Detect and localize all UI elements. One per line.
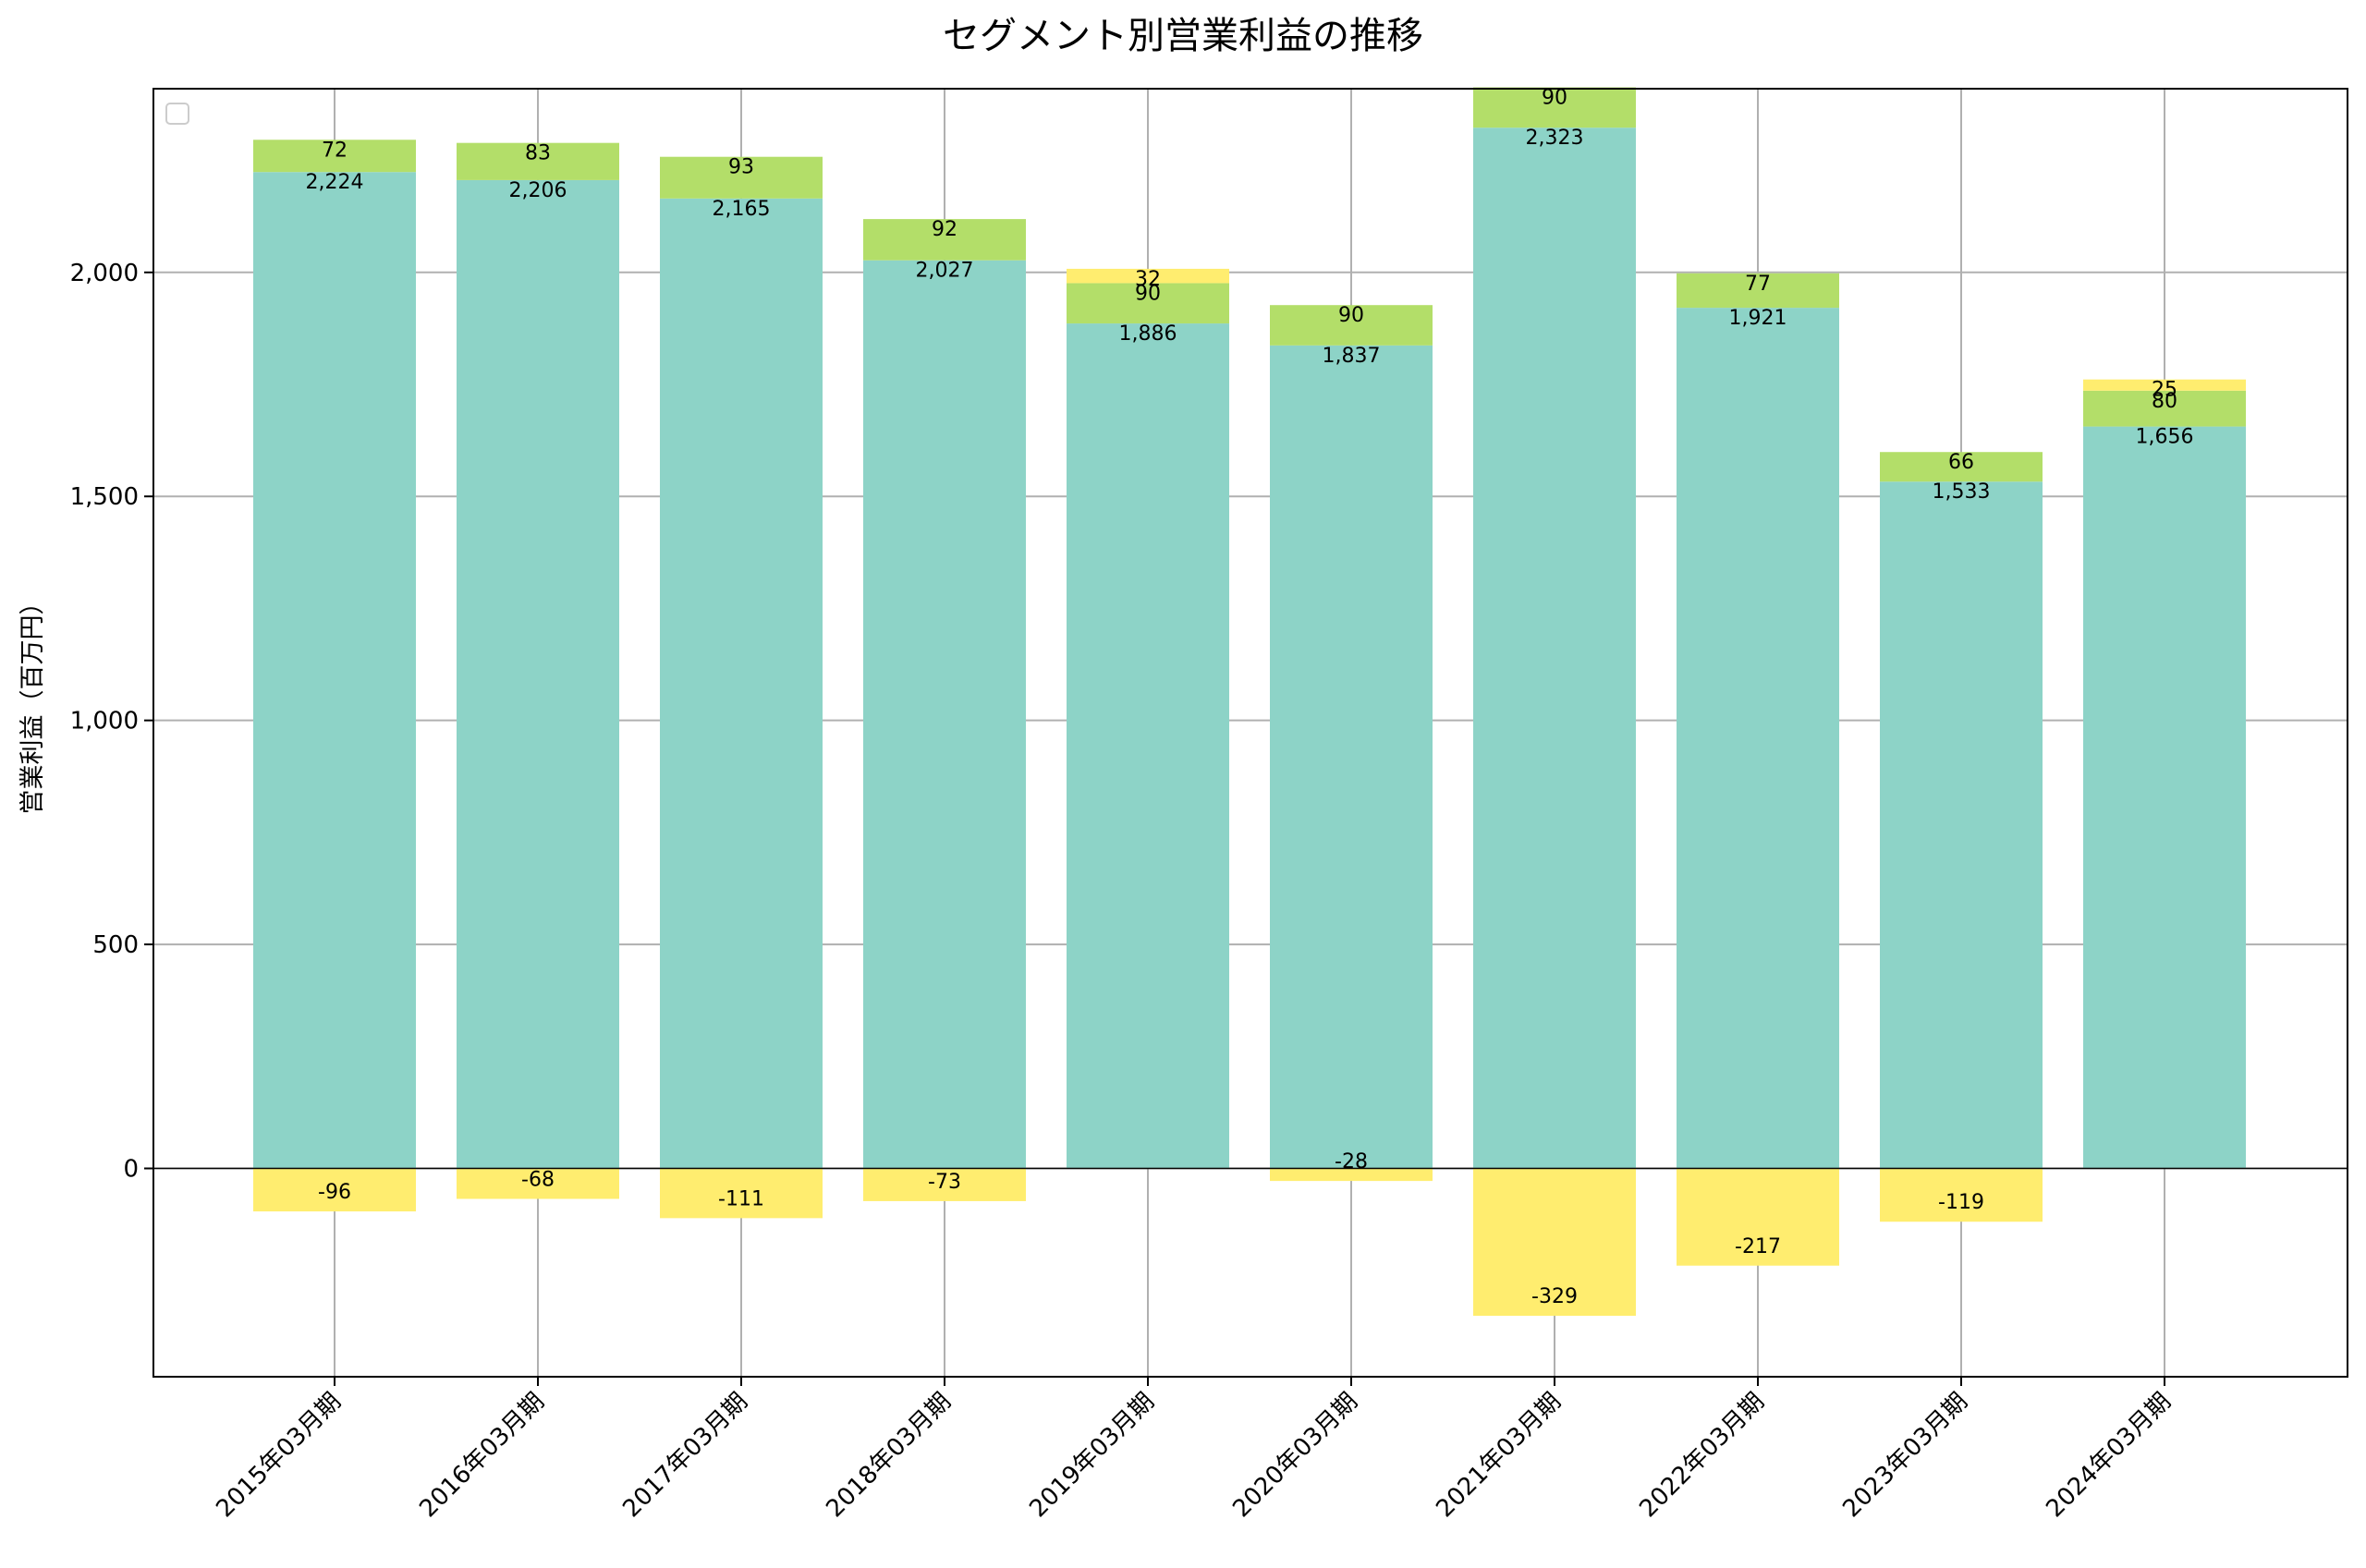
x-tick-label: 2020年03月期	[1227, 1388, 1363, 1524]
data-label: -329	[1531, 1285, 1578, 1308]
data-label: 83	[525, 142, 551, 165]
bar-segment	[1067, 268, 1229, 284]
data-label: 80	[2152, 390, 2177, 413]
data-labels: 2,224 72 -96 2,206 83 -68 2,165 93 -111 2,027 92 -7…	[306, 87, 2194, 1309]
y-axis: 0 500 1,000 1,500 2,000	[70, 260, 153, 1184]
legend-box	[165, 103, 189, 125]
bar-segment	[1677, 308, 1839, 1169]
bar-segment	[863, 219, 1026, 261]
data-label: 92	[932, 218, 957, 241]
bar-segment	[253, 172, 416, 1169]
bar-segment	[660, 1168, 823, 1219]
bar-segment	[253, 1168, 416, 1212]
bar-segment	[1473, 87, 1636, 128]
bar-segment	[1067, 323, 1229, 1169]
chart-title: セグメント別営業利益の推移	[943, 15, 1423, 57]
x-axis: 2015年03月期 2016年03月期 2017年03月期 2018年03月期 2019…	[211, 1377, 2177, 1523]
data-label: 2,027	[916, 260, 974, 283]
data-label: -68	[521, 1169, 555, 1192]
bar-segment	[253, 140, 416, 173]
bar-segment	[457, 179, 619, 1169]
x-tick-label: 2018年03月期	[821, 1388, 957, 1524]
data-label: 66	[1948, 451, 1974, 474]
bar-segment	[1677, 1168, 1839, 1266]
data-label: 72	[322, 139, 348, 162]
x-tick-label: 2021年03月期	[1431, 1388, 1567, 1524]
data-label: -119	[1938, 1191, 1984, 1214]
data-label: 90	[1542, 87, 1567, 110]
bar-segment	[1880, 452, 2043, 482]
data-label: 1,656	[2136, 426, 2194, 449]
y-tick-label: 500	[92, 931, 139, 959]
x-tick-label: 2019年03月期	[1024, 1388, 1160, 1524]
data-label: -217	[1735, 1235, 1781, 1258]
data-label: 2,323	[1526, 127, 1584, 150]
bar-segment	[1473, 128, 1636, 1169]
bar-segment	[863, 1168, 1026, 1201]
bar-segment	[1270, 1168, 1433, 1182]
bar-segment	[2083, 379, 2246, 391]
bar-segment	[1880, 1168, 2043, 1222]
data-label: 90	[1338, 304, 1364, 327]
data-label: 77	[1745, 273, 1771, 296]
data-label: 2,165	[713, 198, 771, 221]
data-label: 1,921	[1729, 307, 1787, 330]
bar-segment	[1270, 305, 1433, 346]
bar-segment	[1677, 273, 1839, 309]
bar-segment	[2083, 390, 2246, 427]
bar-segment	[1270, 345, 1433, 1169]
y-tick-label: 0	[123, 1156, 139, 1184]
data-label: 1,886	[1119, 322, 1177, 346]
data-label: 1,837	[1323, 345, 1381, 368]
bar-segment	[457, 1168, 619, 1199]
bars	[253, 87, 2246, 1317]
bar-segment	[660, 198, 823, 1169]
plot-frame	[152, 88, 2348, 1378]
x-tick-label: 2024年03月期	[2041, 1388, 2177, 1524]
y-axis-label: 営業利益（百万円）	[18, 590, 47, 815]
bar-segment	[863, 260, 1026, 1169]
x-tick-label: 2016年03月期	[414, 1388, 550, 1524]
x-tick-label: 2017年03月期	[617, 1388, 753, 1524]
data-label: 90	[1135, 282, 1161, 305]
y-tick-label: 1,500	[70, 483, 139, 511]
bar-segment	[457, 142, 619, 180]
data-label: 32	[1135, 268, 1161, 291]
bar-segment	[1473, 1168, 1636, 1317]
bar-segment	[1067, 283, 1229, 324]
data-label: 1,533	[1933, 480, 1991, 504]
bar-segment	[660, 156, 823, 199]
x-tick-label: 2015年03月期	[211, 1388, 347, 1524]
x-tick-label: 2022年03月期	[1634, 1388, 1770, 1524]
y-tick-label: 1,000	[70, 708, 139, 735]
data-label: 2,224	[306, 171, 364, 194]
data-label: -28	[1335, 1150, 1368, 1173]
data-label: 2,206	[509, 179, 567, 202]
x-tick-label: 2023年03月期	[1837, 1388, 1973, 1524]
data-label: 93	[728, 156, 754, 179]
data-label: -111	[718, 1187, 764, 1210]
data-label: -96	[318, 1181, 351, 1204]
bar-segment	[1880, 481, 2043, 1169]
bar-segment	[2083, 426, 2246, 1169]
data-label: -73	[928, 1171, 961, 1194]
data-label: 25	[2152, 379, 2177, 402]
y-tick-label: 2,000	[70, 260, 139, 287]
